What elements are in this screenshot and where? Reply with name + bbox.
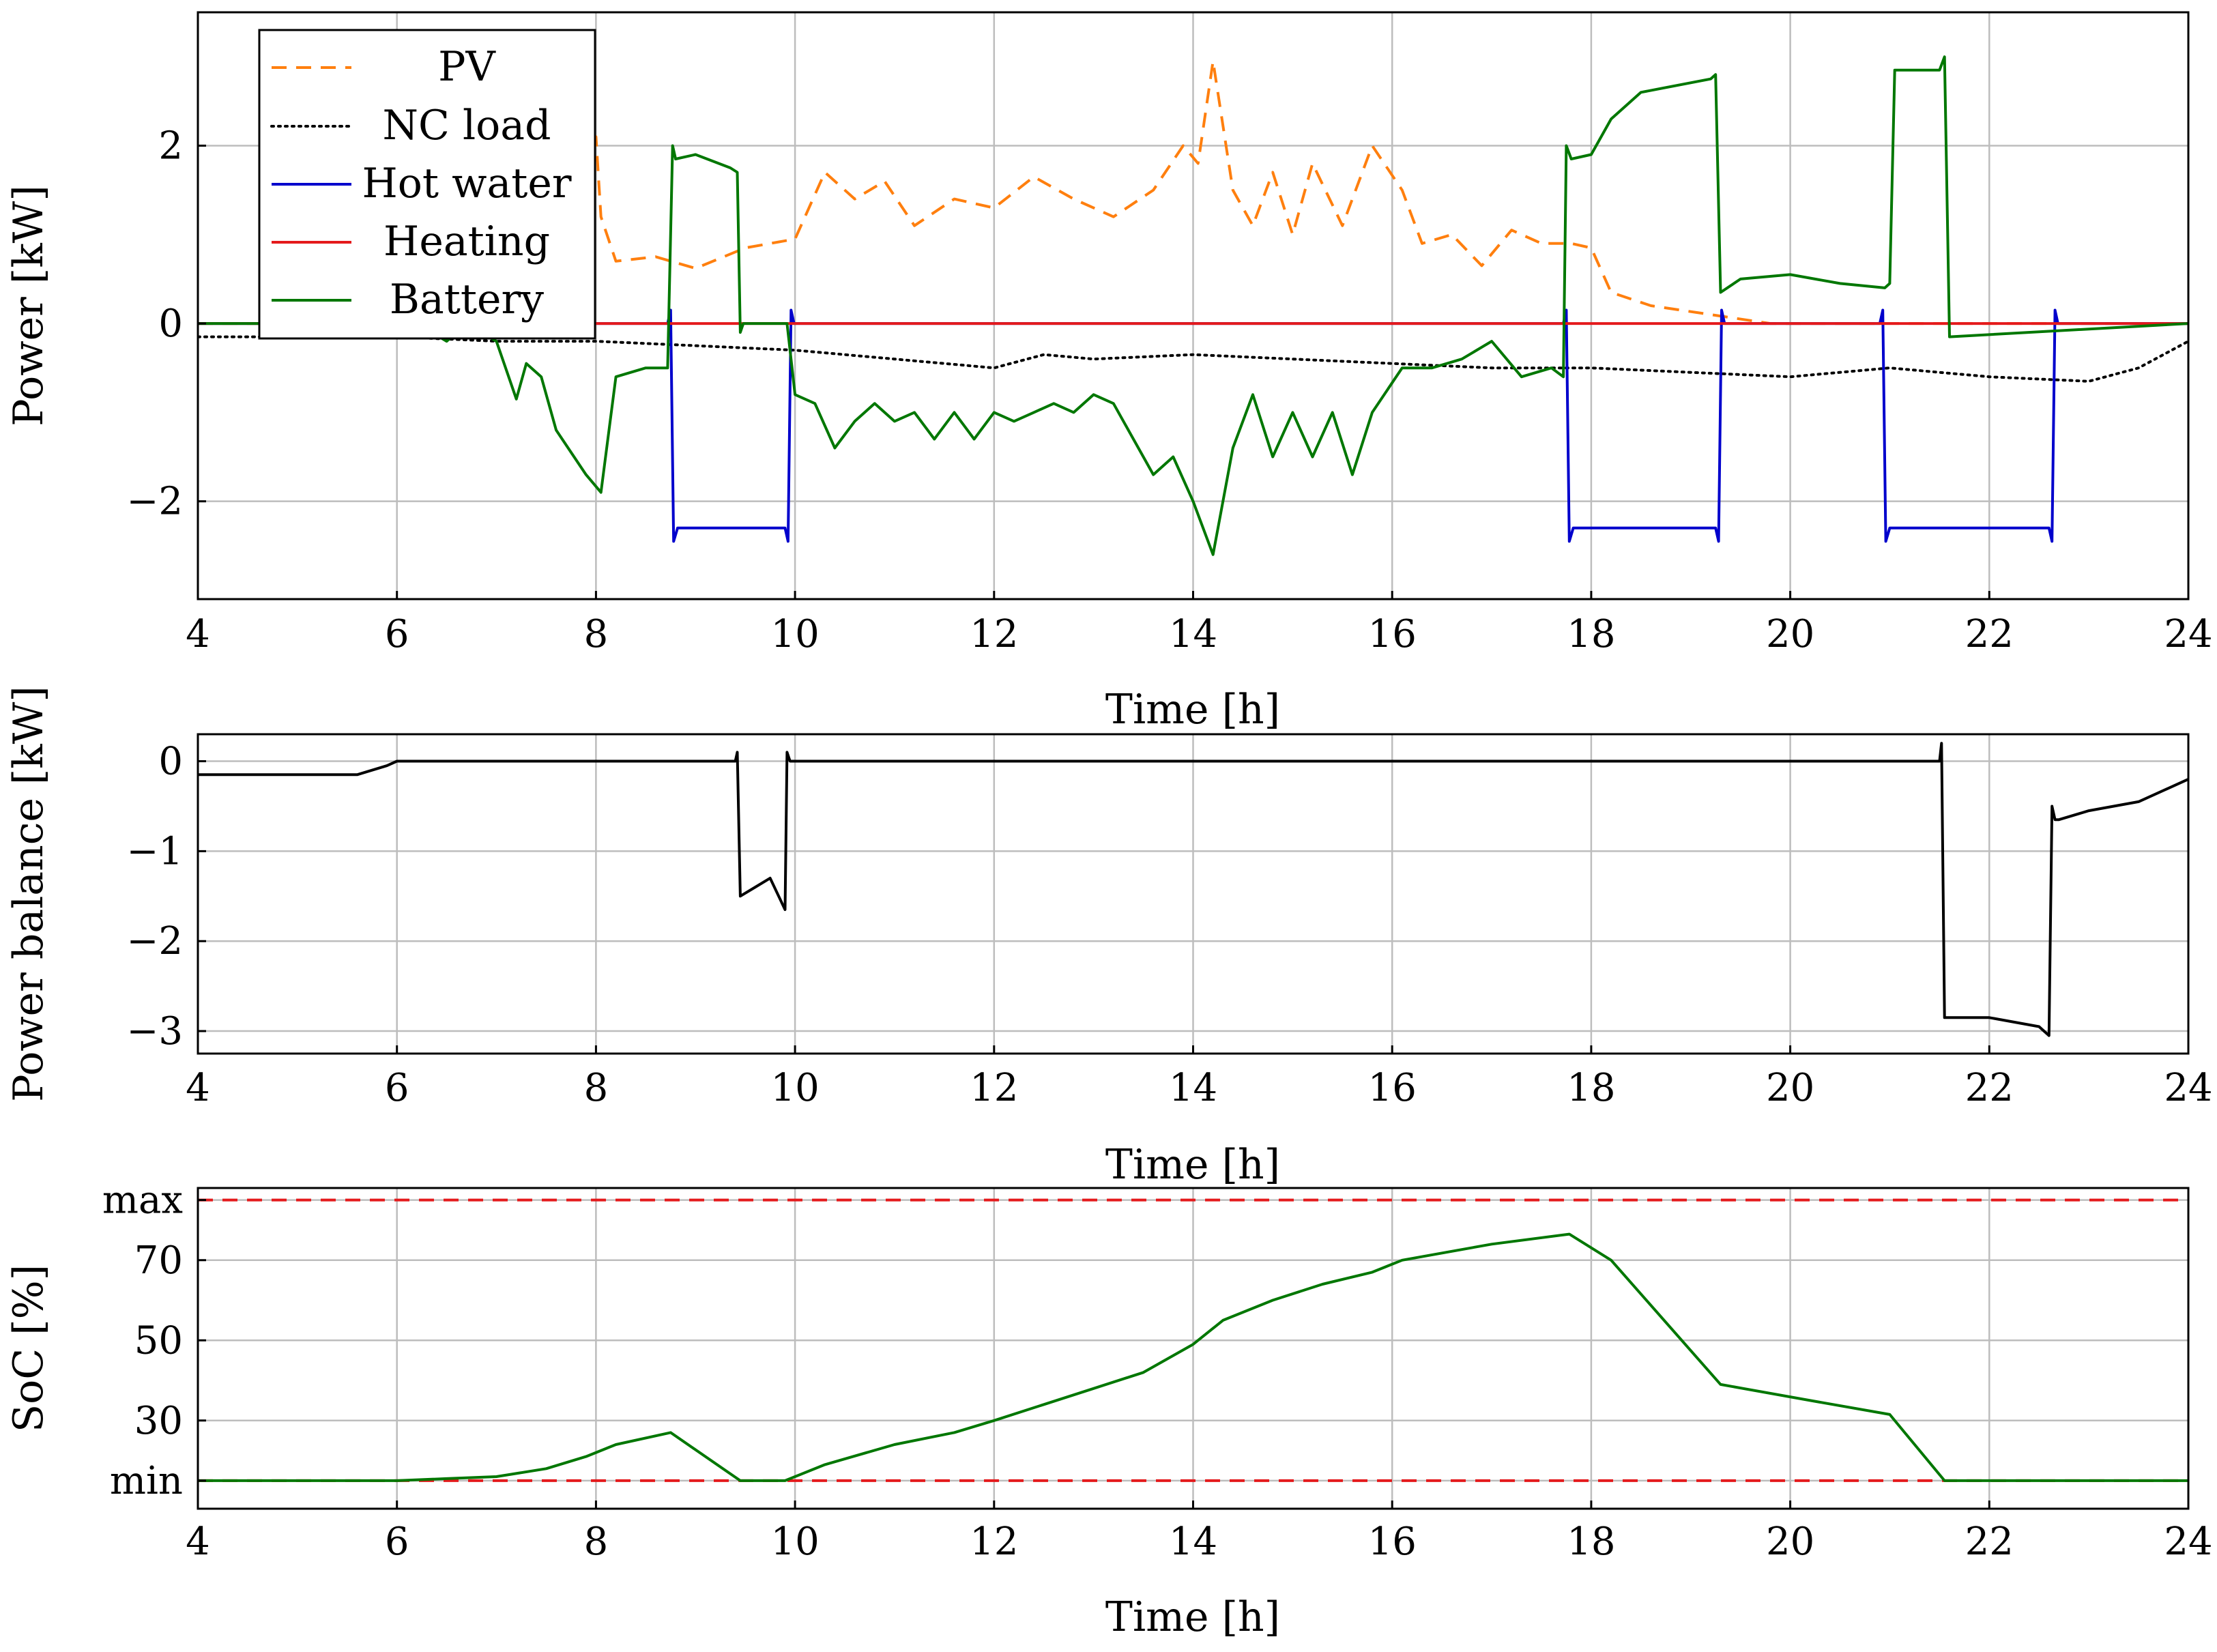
power-y-axis-label: Power [kW] — [5, 185, 53, 426]
balance-xtick-label-6: 6 — [385, 1066, 409, 1110]
soc-xtick-label-8: 8 — [584, 1520, 609, 1564]
power-xtick-label-16: 16 — [1368, 612, 1417, 656]
power-ytick-label-2: −2 — [126, 480, 183, 524]
balance-x-axis-label: Time [h] — [1105, 1141, 1280, 1189]
power-xtick-label-18: 18 — [1567, 612, 1615, 656]
soc-xtick-label-12: 12 — [970, 1520, 1018, 1564]
legend-label-pv: PV — [438, 43, 496, 91]
power-xtick-label-12: 12 — [970, 612, 1018, 656]
soc-ytick-label-70: 70 — [134, 1238, 183, 1283]
balance-chart: 4 6 8 10 12 14 16 18 20 22 24 −3 −2 −1 0 Time [h] Pow… — [5, 686, 2213, 1189]
balance-xtick-label-14: 14 — [1169, 1066, 1217, 1110]
legend-entry-nc-load: NC load — [270, 102, 551, 149]
soc-ytick-label-min: min — [110, 1459, 183, 1503]
soc-series — [198, 1232, 2188, 1482]
soc-xtick-label-6: 6 — [385, 1520, 409, 1564]
legend: PV NC load Hot water Heating Battery — [258, 29, 596, 340]
balance-ytick-label-2: −2 — [126, 919, 183, 963]
legend-entry-hot-water: Hot water — [272, 160, 572, 207]
soc-x-axis-label: Time [h] — [1105, 1593, 1280, 1641]
power-xtick-label-8: 8 — [584, 612, 609, 656]
balance-xtick-label-16: 16 — [1368, 1066, 1417, 1110]
legend-entry-battery: Battery — [272, 276, 544, 323]
balance-xtick-label-10: 10 — [770, 1066, 819, 1110]
soc-xtick-label-16: 16 — [1368, 1520, 1417, 1564]
balance-xtick-label-20: 20 — [1766, 1066, 1814, 1110]
balance-y-ticks: −3 −2 −1 0 — [126, 740, 206, 1054]
soc-chart: 4 6 8 10 12 14 16 18 20 22 24 min 30 50 70 max Time [h… — [5, 1178, 2213, 1641]
soc-xtick-label-20: 20 — [1766, 1520, 1814, 1564]
balance-xtick-label-4: 4 — [186, 1066, 210, 1110]
soc-x-ticks: 4 6 8 10 12 14 16 18 20 22 24 — [186, 1501, 2213, 1564]
power-y-ticks: −2 0 2 — [126, 124, 206, 524]
power-xtick-label-4: 4 — [186, 612, 210, 656]
soc-gridlines — [197, 1188, 2190, 1509]
soc-ytick-label-30: 30 — [134, 1399, 183, 1443]
legend-entry-pv: PV — [272, 43, 497, 91]
balance-xtick-label-24: 24 — [2164, 1066, 2212, 1110]
legend-label-battery: Battery — [390, 276, 544, 323]
legend-entry-heating: Heating — [272, 218, 550, 265]
power-xtick-label-24: 24 — [2164, 612, 2212, 656]
soc-xtick-label-10: 10 — [770, 1520, 819, 1564]
balance-ytick-label-1: −1 — [126, 829, 183, 873]
balance-gridlines — [197, 734, 2190, 1054]
power-xtick-label-22: 22 — [1965, 612, 2014, 656]
balance-ytick-label-3: −3 — [126, 1009, 183, 1054]
balance-xtick-label-8: 8 — [584, 1066, 609, 1110]
power-xtick-label-10: 10 — [770, 612, 819, 656]
soc-ytick-label-50: 50 — [134, 1318, 183, 1363]
balance-xtick-label-12: 12 — [970, 1066, 1018, 1110]
soc-series-soc — [198, 1232, 2188, 1482]
power-ytick-label-2: 2 — [158, 124, 183, 168]
soc-xtick-label-24: 24 — [2164, 1520, 2212, 1564]
power-xtick-label-6: 6 — [385, 612, 409, 656]
power-chart: 4 6 8 10 12 14 16 18 20 22 24 −2 0 2 Time [h] Power … — [5, 11, 2213, 734]
soc-xtick-label-18: 18 — [1567, 1520, 1615, 1564]
balance-xtick-label-22: 22 — [1965, 1066, 2014, 1110]
balance-xtick-label-18: 18 — [1567, 1066, 1615, 1110]
power-x-axis-label: Time [h] — [1105, 686, 1280, 734]
power-x-ticks: 4 6 8 10 12 14 16 18 20 22 24 — [186, 591, 2213, 656]
power-xtick-label-20: 20 — [1766, 612, 1814, 656]
legend-label-hot-water: Hot water — [362, 160, 571, 207]
soc-y-axis-label: SoC [%] — [5, 1264, 53, 1432]
soc-ytick-label-max: max — [102, 1178, 183, 1223]
soc-xtick-label-4: 4 — [186, 1520, 210, 1564]
power-series-pv — [198, 59, 2188, 325]
soc-y-ticks: min 30 50 70 max — [102, 1178, 206, 1503]
balance-series-power-balance — [198, 742, 2188, 1037]
legend-label-nc-load: NC load — [383, 102, 551, 149]
soc-xtick-label-14: 14 — [1169, 1520, 1217, 1564]
balance-ytick-label-0: 0 — [158, 740, 183, 784]
power-ytick-label-0: 0 — [158, 302, 183, 346]
balance-y-axis-label: Power balance [kW] — [5, 686, 53, 1102]
balance-x-ticks: 4 6 8 10 12 14 16 18 20 22 24 — [186, 1045, 2213, 1110]
soc-limit-lines — [198, 1198, 2188, 1482]
soc-xtick-label-22: 22 — [1965, 1520, 2014, 1564]
power-series-nc-load — [198, 335, 2188, 383]
balance-series — [198, 742, 2188, 1037]
power-xtick-label-14: 14 — [1169, 612, 1217, 656]
legend-label-heating: Heating — [383, 218, 550, 265]
power-series-hot-water — [198, 308, 2188, 543]
power-series-battery — [198, 55, 2188, 556]
